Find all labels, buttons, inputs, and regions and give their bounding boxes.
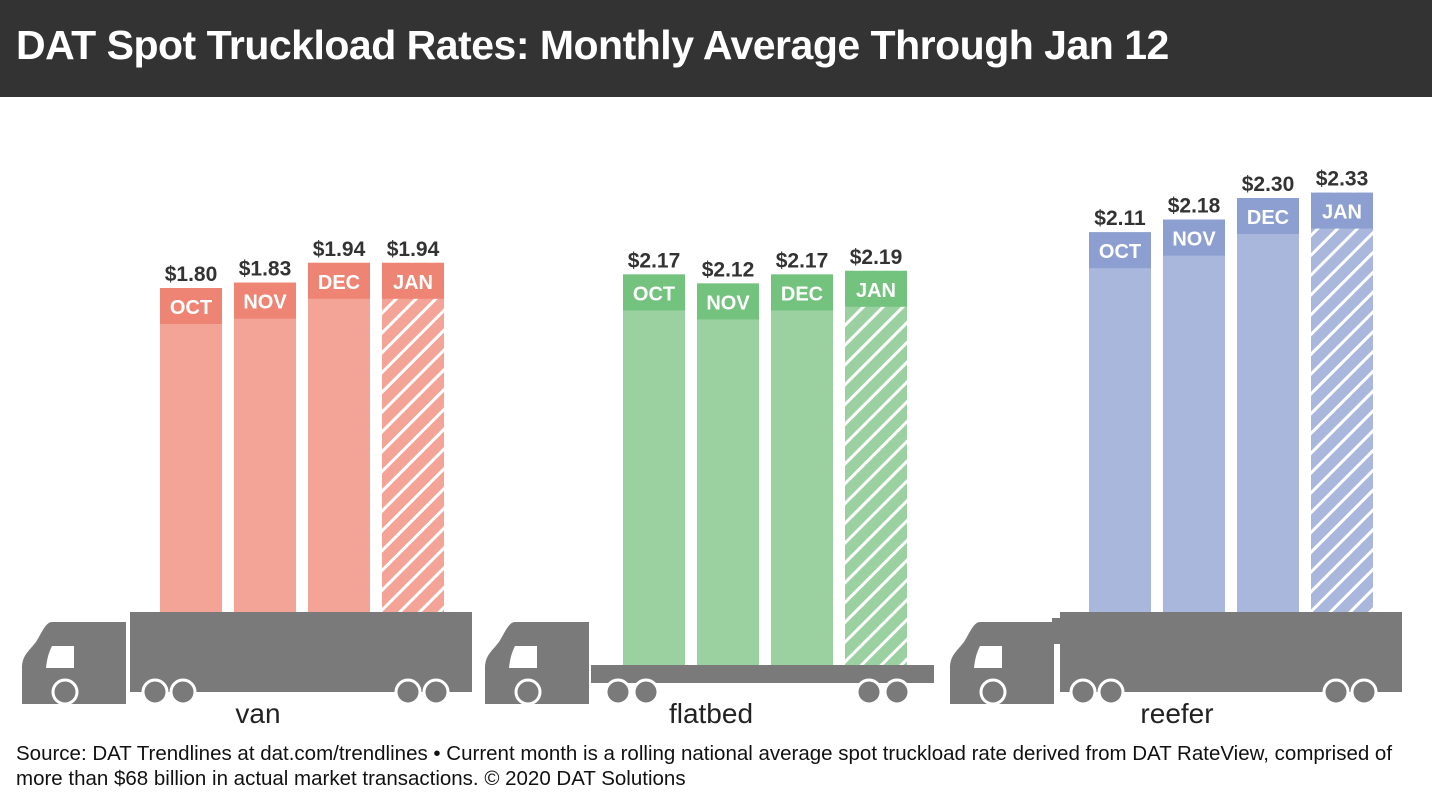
value-label: $2.30 [1242,173,1295,196]
group-label-reefer: reefer [1140,698,1213,729]
bar-band-reefer-nov [1163,219,1225,256]
bar-band-van-oct [160,288,222,324]
value-label: $2.17 [628,249,681,272]
group-label-flatbed: flatbed [669,698,753,729]
month-label: DEC [781,283,823,305]
value-label: $1.80 [165,263,218,286]
wheel-icon [394,678,422,706]
van-trailer-icon [130,612,472,692]
wheel-icon [883,678,911,706]
value-label: $1.94 [313,238,366,261]
value-label: $2.18 [1168,195,1221,218]
wheel-icon [141,678,169,706]
wheel-icon [1322,678,1350,706]
bar-band-flatbed-nov [697,283,759,320]
value-label: $2.19 [850,246,903,269]
value-label: $2.17 [776,249,829,272]
bar-reefer-dec [1237,198,1299,612]
bar-van-nov [234,282,296,612]
wheel-icon [1350,678,1378,706]
van-cab-icon [22,622,126,704]
wheel-icon [1097,678,1125,706]
month-label: JAN [1322,202,1362,224]
chart-title: DAT Spot Truckload Rates: Monthly Averag… [16,22,1169,68]
month-label: OCT [1099,241,1141,263]
month-label: JAN [856,280,896,302]
flatbed-cab-icon [485,622,589,704]
group-label-van: van [235,698,280,729]
bar-flatbed-nov [697,283,759,665]
bar-band-van-dec [308,262,370,299]
wheel-icon [855,678,883,706]
reefer-trailer-icon [1060,612,1402,692]
value-label: $1.83 [239,258,292,281]
wheel-icon [422,678,450,706]
bar-flatbed-dec [771,274,833,665]
wheel-icon [51,678,79,706]
wheel-icon [169,678,197,706]
month-label: NOV [706,292,750,314]
reefer-unit-icon [1052,618,1062,644]
month-label: DEC [318,272,360,294]
wheel-icon [514,678,542,706]
bar-reefer-oct [1089,232,1151,612]
month-label: NOV [243,292,287,314]
month-label: NOV [1172,229,1216,251]
bar-band-flatbed-dec [771,274,833,311]
bar-flatbed-jan [845,270,907,665]
value-label: $2.12 [702,258,755,281]
bar-reefer-jan [1311,192,1373,612]
bar-band-flatbed-jan [845,270,907,307]
title-bar: DAT Spot Truckload Rates: Monthly Averag… [0,0,1432,97]
month-label: DEC [1247,207,1289,229]
bar-flatbed-oct [623,274,685,665]
flatbed-deck-icon [591,665,934,683]
footnote: Source: DAT Trendlines at dat.com/trendl… [16,742,1393,790]
bar-van-dec [308,262,370,612]
wheel-icon [604,678,632,706]
chart-area: OCT $1.80 NOV $1.83 DEC $1.94 JAN $1.94 van OCT $2… [22,168,1402,729]
value-label: $1.94 [387,238,440,261]
value-label: $2.11 [1094,207,1146,230]
wheel-icon [632,678,660,706]
bar-van-jan [382,262,444,612]
bar-band-van-nov [234,282,296,319]
wheel-icon [1069,678,1097,706]
wheel-icon [979,678,1007,706]
value-label: $2.33 [1316,168,1369,191]
bar-band-reefer-dec [1237,198,1299,234]
month-label: OCT [633,283,675,305]
reefer-cab-icon [950,622,1054,704]
bar-reefer-nov [1163,219,1225,612]
bar-band-van-jan [382,262,444,299]
bar-band-reefer-jan [1311,192,1373,229]
bar-van-oct [160,288,222,612]
month-label: OCT [170,297,212,319]
month-label: JAN [393,272,433,294]
bar-band-reefer-oct [1089,232,1151,269]
bar-band-flatbed-oct [623,274,685,311]
